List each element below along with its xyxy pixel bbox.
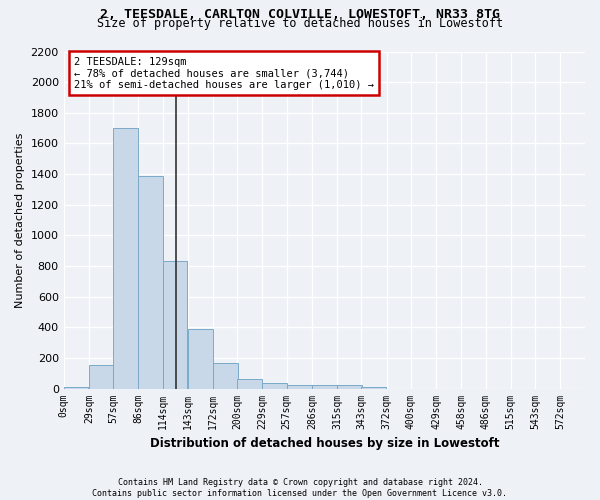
Bar [337, 386, 362, 388]
Text: Contains HM Land Registry data © Crown copyright and database right 2024.
Contai: Contains HM Land Registry data © Crown c… [92, 478, 508, 498]
Bar [262, 383, 287, 388]
Text: Size of property relative to detached houses in Lowestoft: Size of property relative to detached ho… [97, 18, 503, 30]
Text: 2, TEESDALE, CARLTON COLVILLE, LOWESTOFT, NR33 8TG: 2, TEESDALE, CARLTON COLVILLE, LOWESTOFT… [100, 8, 500, 20]
Bar [213, 364, 238, 388]
Bar [113, 128, 138, 388]
Y-axis label: Number of detached properties: Number of detached properties [15, 132, 25, 308]
Text: 2 TEESDALE: 129sqm
← 78% of detached houses are smaller (3,744)
21% of semi-deta: 2 TEESDALE: 129sqm ← 78% of detached hou… [74, 56, 374, 90]
X-axis label: Distribution of detached houses by size in Lowestoft: Distribution of detached houses by size … [149, 437, 499, 450]
Bar [64, 387, 88, 388]
Bar [287, 384, 311, 388]
Bar [188, 329, 212, 388]
Bar [163, 260, 187, 388]
Bar [312, 384, 337, 388]
Bar [89, 365, 113, 388]
Bar [139, 176, 163, 388]
Bar [237, 378, 262, 388]
Bar [361, 387, 386, 388]
